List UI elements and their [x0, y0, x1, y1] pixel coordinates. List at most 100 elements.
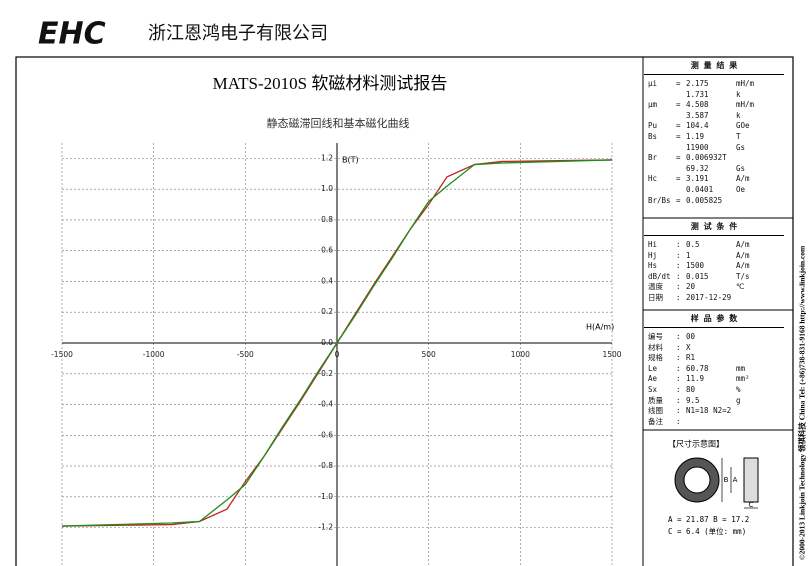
spacer: [676, 143, 686, 154]
panel-row: 规格: R1: [644, 353, 784, 364]
row-label: Le: [648, 363, 658, 373]
dim-label: A: [733, 476, 738, 484]
row-sep: :: [676, 363, 681, 373]
spacer: [736, 196, 770, 207]
row-value: 2017-12-29: [686, 292, 732, 302]
ring-section: [743, 457, 759, 503]
panel-row: 69.32 Gs: [644, 164, 784, 175]
panel-row: dB/dt:0.015 T/s: [644, 272, 784, 283]
panel-row: 线圈: N1=18 N2=2: [644, 406, 784, 417]
chart-title: MATS-2010S 软磁材料测试报告: [213, 74, 448, 93]
spacer: [736, 343, 770, 354]
panel-row: Le:60.78 mm: [644, 364, 784, 375]
row-label: 材料: [648, 342, 663, 352]
row-sep: :: [676, 282, 681, 292]
x-tick-label: 500: [422, 350, 437, 359]
row-sep: :: [676, 292, 681, 302]
panel-title: 样 品 参 数: [644, 311, 784, 328]
x-tick-label: -1500: [51, 350, 73, 359]
row-unit: g: [736, 395, 741, 405]
row-unit: mm²: [736, 374, 750, 384]
x-tick-label: -1000: [143, 350, 165, 359]
data-line: [61, 159, 613, 527]
row-value: 69.32: [686, 163, 709, 173]
row-value: 11.9: [686, 374, 705, 384]
row-value: 9.5: [686, 395, 700, 405]
row-value: 4.508: [686, 100, 709, 110]
row-unit: A/m: [736, 261, 750, 271]
row-label: Hc: [648, 174, 658, 184]
row-sep: :: [676, 250, 681, 260]
row-value: 20: [686, 282, 696, 292]
x-axis-label: H(A/m): [586, 323, 614, 332]
row-label: 温度: [648, 282, 663, 292]
row-label: Bs: [648, 131, 658, 141]
panel-row: 3.587 k: [644, 111, 784, 122]
row-value: 80: [686, 384, 696, 394]
panel-row: 编号:00: [644, 332, 784, 343]
x-tick-label: 1000: [511, 350, 530, 359]
row-sep: =: [676, 121, 681, 131]
row-label: 备注: [648, 416, 663, 426]
row-value: 00: [686, 332, 696, 341]
row-sep: :: [676, 384, 681, 394]
row-sep: :: [676, 271, 681, 281]
row-unit: T: [736, 131, 741, 141]
row-unit: A/m: [736, 240, 750, 249]
y-tick-label: -0.6: [318, 430, 333, 439]
row-sep: =: [676, 100, 681, 110]
spacer: [676, 185, 686, 196]
diagram-line: A = 21.87 B = 17.2: [668, 515, 749, 524]
row-unit: Gs: [736, 163, 746, 173]
ring-inner: [683, 466, 711, 494]
chart-subtitle: 静态磁滞回线和基本磁化曲线: [267, 116, 410, 130]
y-tick-label: -0.4: [318, 400, 333, 409]
row-value: 3.191: [686, 174, 709, 184]
row-label: dB/dt: [648, 271, 671, 281]
panel-row: Br/Bs = 0.005825: [644, 196, 784, 207]
row-sep: =: [676, 131, 681, 141]
row-label: Ae: [648, 374, 658, 384]
y-tick-label: -1.2: [318, 523, 333, 532]
row-sep: :: [676, 261, 681, 271]
diagram-line: C = 6.4 (单位: mm): [668, 526, 746, 536]
row-value: 2.175: [686, 79, 709, 88]
panel-row: Hc = 3.191 A/m: [644, 174, 784, 185]
row-value: 0.005825: [686, 195, 723, 205]
row-value: 11900: [686, 142, 709, 152]
spacer: [736, 153, 770, 164]
row-label: Br/Bs: [648, 195, 671, 205]
row-unit: GOe: [736, 121, 750, 131]
panel-row: Hi:0.5 A/m: [644, 240, 784, 251]
spacer: [676, 111, 686, 122]
panel-row: Br = 0.006932T: [644, 153, 784, 164]
panel: 样 品 参 数编号:00 材料: X 规格: R1 Le:60.78 mm Ae:11.9 mm…: [644, 311, 784, 427]
row-sep: :: [676, 416, 681, 426]
row-unit: Oe: [736, 184, 746, 194]
spacer: [736, 417, 770, 428]
row-unit: %: [736, 384, 741, 394]
row-value: 60.78: [686, 363, 709, 373]
spacer: [648, 143, 676, 154]
size-diagram: 【尺寸示意图】 B A C A = 21.87 B = 17.2 C = 6.4…: [668, 439, 759, 536]
panel-row: 质量:9.5 g: [644, 396, 784, 407]
panel-row: 日期:2017-12-29: [644, 293, 784, 304]
row-label: Hj: [648, 250, 658, 260]
row-value: 0.5: [686, 240, 700, 249]
row-label: 质量: [648, 395, 663, 405]
panel-row: 温度:20 ℃: [644, 282, 784, 293]
panel-row: Hj:1 A/m: [644, 251, 784, 262]
y-tick-label: 0.2: [321, 307, 333, 316]
panel: 测 量 结 果 μi = 2.175 mH/m 1.731 k μm = 4.508 mH/m 3.5…: [644, 58, 784, 206]
spacer: [648, 90, 676, 101]
dim-label: B: [724, 476, 729, 484]
panel-row: Pu = 104.4 GOe: [644, 121, 784, 132]
dim-label: C: [749, 501, 754, 509]
row-sep: :: [676, 240, 681, 249]
y-tick-label: 1.0: [321, 184, 333, 193]
row-sep: =: [676, 195, 681, 205]
row-unit: mm: [736, 363, 746, 373]
row-value: 0.015: [686, 271, 709, 281]
